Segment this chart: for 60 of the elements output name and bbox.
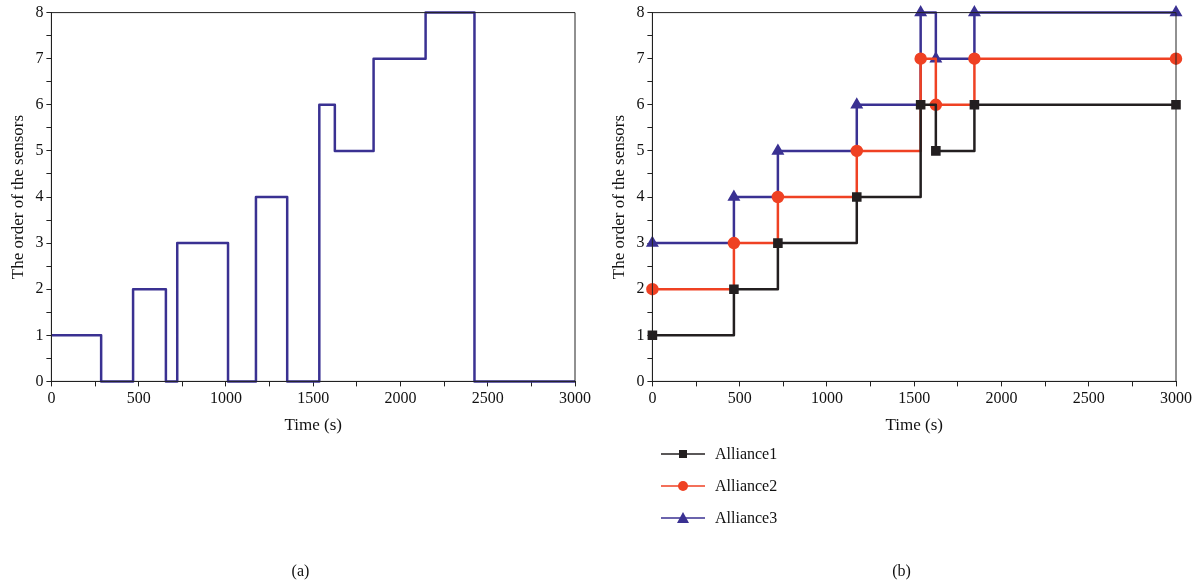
x-tick-label: 3000 <box>1160 389 1192 407</box>
y-tick-label: 6 <box>35 95 44 112</box>
x-axis-title: Time (s) <box>885 415 943 435</box>
y-tick-label: 2 <box>35 279 44 297</box>
x-tick-label: 1000 <box>810 389 843 407</box>
y-tick-label: 7 <box>35 48 44 66</box>
x-tick-label: 0 <box>648 389 657 407</box>
y-tick-label: 1 <box>636 325 645 343</box>
point <box>968 6 980 17</box>
x-tick-label: 2500 <box>471 389 504 407</box>
y-tick-label: 0 <box>636 371 645 389</box>
point <box>729 284 739 294</box>
point <box>968 52 981 65</box>
text: (b) <box>891 562 912 580</box>
y-tick-label: 5 <box>636 141 645 159</box>
legend-label: Alliance2 <box>715 477 778 495</box>
point <box>915 6 927 17</box>
y-tick-label: 3 <box>636 233 645 251</box>
point <box>1171 100 1181 110</box>
x-tick-label: 500 <box>727 389 752 407</box>
x-tick-label: 3000 <box>559 389 591 407</box>
y-tick-label: 2 <box>636 279 645 297</box>
x-tick-label: 1500 <box>297 389 330 407</box>
x-tick-label: 2000 <box>985 389 1018 407</box>
x-tick-label: 2500 <box>1072 389 1105 407</box>
legend-label: Alliance1 <box>715 445 778 463</box>
y-tick-label: 4 <box>636 187 645 205</box>
point <box>773 238 783 248</box>
point <box>646 236 658 247</box>
point <box>727 236 741 250</box>
point <box>646 282 659 296</box>
y-axis-title: The order of the sensors <box>608 114 628 280</box>
x-tick-label: 2000 <box>384 389 417 407</box>
point <box>851 192 862 202</box>
x-axis-title: Time (s) <box>284 415 342 435</box>
x-tick-label: 500 <box>126 389 151 407</box>
point <box>728 190 740 201</box>
point <box>850 144 864 158</box>
y-tick-label: 8 <box>636 2 645 20</box>
y-tick-label: 6 <box>636 95 645 112</box>
y-tick-label: 7 <box>636 48 645 66</box>
x-tick-label: 0 <box>47 389 56 407</box>
point <box>931 146 941 156</box>
legend-label: Alliance3 <box>715 509 778 527</box>
y-tick-label: 8 <box>35 2 44 20</box>
point <box>851 98 863 109</box>
y-tick-label: 1 <box>35 325 44 343</box>
point <box>915 100 926 110</box>
y-tick-label: 0 <box>35 371 44 389</box>
text: (a) <box>290 562 311 580</box>
y-tick-label: 5 <box>35 141 44 159</box>
y-tick-label: 3 <box>35 233 44 251</box>
x-tick-label: 1500 <box>898 389 931 407</box>
point <box>914 52 927 65</box>
point <box>969 100 980 110</box>
y-tick-label: 4 <box>35 187 44 205</box>
point <box>772 144 784 155</box>
point <box>771 190 785 204</box>
y-axis-title: The order of the sensors <box>7 114 27 280</box>
x-tick-label: 1000 <box>209 389 242 407</box>
